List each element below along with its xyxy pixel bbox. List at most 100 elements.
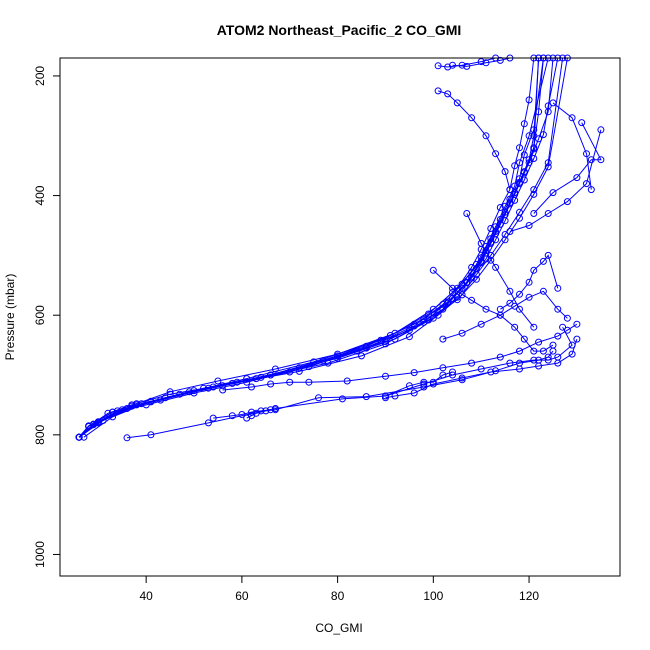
data-point [453,99,461,107]
data-point [506,186,514,194]
data-point [439,364,447,372]
data-point [587,186,595,194]
data-point [516,290,523,298]
data-point [420,380,428,388]
profile-series [80,54,543,441]
data-point [214,377,222,385]
data-point [482,59,490,67]
data-point [482,305,490,313]
data-point [530,323,538,331]
data-point [463,62,471,70]
data-point [516,347,523,355]
data-point [544,210,552,217]
data-point [334,352,342,360]
data-point [338,395,346,403]
data-point [573,320,581,328]
data-point [525,222,533,229]
profile-series [382,323,576,400]
data-point [147,397,155,405]
data-point [243,378,251,386]
y-tick-label: 800 [33,425,47,445]
data-point [554,353,562,361]
data-point [449,284,456,292]
data-point [444,63,452,71]
data-point [449,61,456,69]
data-point [501,236,509,244]
data-point [267,380,275,388]
data-point [506,359,514,367]
data-point [506,228,514,235]
data-point [468,296,476,304]
series-line [385,326,573,397]
data-point [539,257,547,265]
series-line [78,57,568,438]
profile-series [549,99,595,194]
data-point [583,180,590,188]
profile-series [530,119,605,217]
data-point [362,393,370,401]
series-line [533,122,602,214]
data-point [539,131,547,139]
data-point [539,287,547,295]
data-point [583,150,590,158]
data-point [482,249,490,257]
data-point [209,414,217,422]
data-point [449,289,456,296]
data-point [434,62,442,70]
data-point [530,356,538,364]
data-point [535,362,543,370]
series-line [432,269,554,352]
data-point [554,284,562,292]
data-point [549,99,557,107]
data-point [228,412,236,420]
series-line [83,57,540,438]
data-point [530,155,538,162]
data-point [468,359,476,367]
data-point [382,340,389,348]
y-axis-label: Pressure (mbar) [3,274,17,361]
data-point [472,275,480,283]
data-point [449,371,456,379]
data-point [520,169,528,177]
data-point [243,375,251,383]
data-point [516,214,523,222]
data-point [286,378,294,386]
data-point [516,175,523,183]
data-point [94,418,102,426]
data-point [305,378,313,386]
profile-series [463,210,538,331]
data-point [525,293,533,301]
series-line [552,102,592,190]
x-axis: 40 60 80 100 120 [139,575,539,603]
data-point [458,374,466,382]
data-point [559,323,567,331]
profile-series [75,54,567,441]
data-point [463,210,471,217]
series-line [78,57,544,438]
y-tick-label: 1000 [33,541,47,568]
data-point [477,365,485,373]
x-tick-label: 80 [331,589,345,603]
data-point [525,96,533,104]
data-point [463,279,471,287]
data-point [204,419,212,427]
data-point [549,341,557,349]
x-axis-label: CO_GMI [315,621,362,635]
data-point [468,268,476,276]
data-point [535,338,543,346]
data-point [271,406,279,414]
profile-series [75,54,571,441]
data-point [487,256,495,264]
data-point [530,210,538,217]
series-line [78,57,535,438]
data-point [496,56,504,64]
data-point [262,407,270,415]
data-point [128,401,136,409]
x-tick-label: 100 [423,589,443,603]
data-point [501,211,509,219]
x-tick-label: 60 [235,589,249,603]
data-point [496,216,504,223]
data-point [358,352,365,360]
series-line [222,323,578,391]
